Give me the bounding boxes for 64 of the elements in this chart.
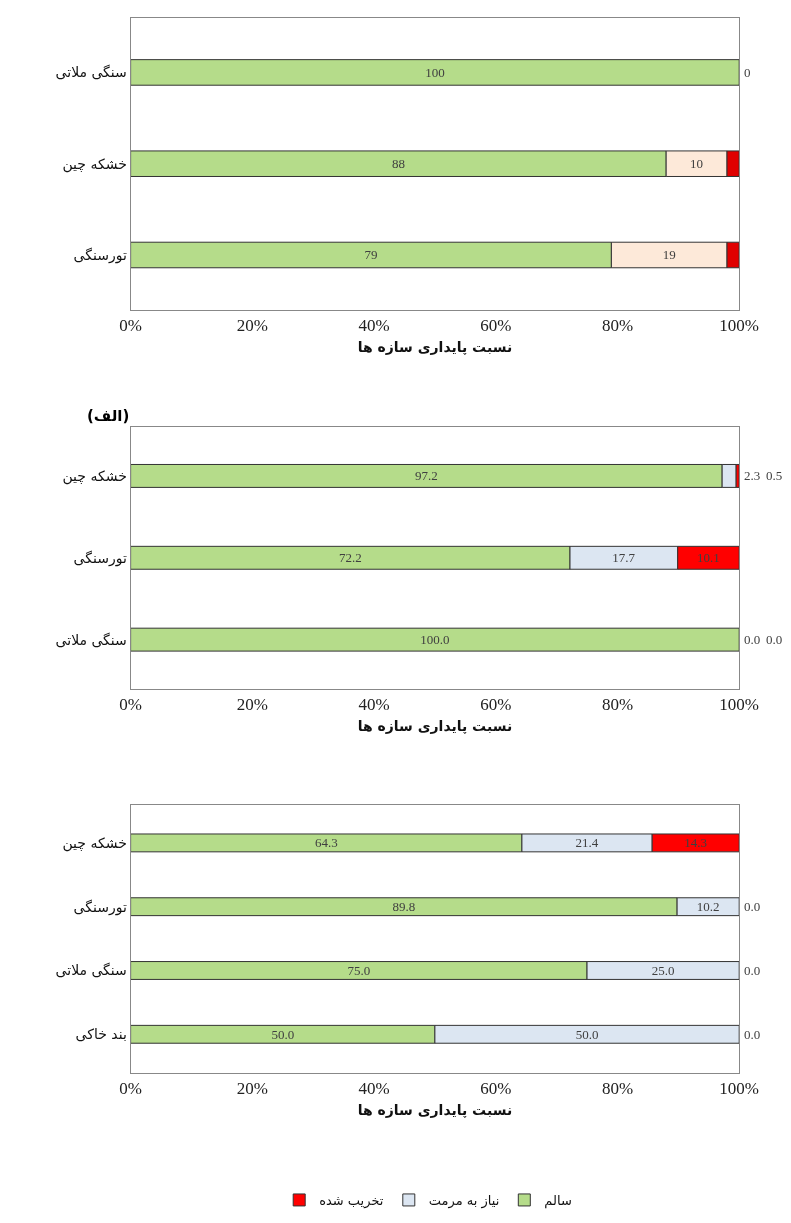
text: (الف): [87, 407, 130, 425]
data-label: 0: [744, 65, 751, 80]
data-label: 0.0: [744, 632, 761, 647]
y-tick-label: سنگی ملاتی: [55, 962, 127, 979]
legend-label: نیاز به مرمت: [428, 1193, 500, 1210]
x-tick-label: 60%: [480, 316, 512, 336]
x-tick-label: 40%: [358, 695, 390, 715]
data-label: 0.0: [744, 1027, 761, 1042]
x-tick-label: 40%: [358, 316, 390, 336]
x-tick-label: 40%: [358, 1078, 390, 1098]
x-axis-title: نسبت پایداری سازه ها: [357, 339, 513, 357]
data-label: 21.4: [575, 835, 599, 851]
data-label: 14.3: [684, 835, 708, 851]
data-label: 64.3: [314, 835, 338, 851]
x-tick-label: 0%: [119, 316, 142, 336]
data-label: 88: [391, 156, 405, 172]
y-tick-label: سنگی ملاتی: [55, 64, 127, 81]
x-tick-label: 60%: [480, 1078, 512, 1098]
x-axis-title: نسبت پایداری سازه ها: [357, 718, 513, 736]
data-label: 50.0: [271, 1026, 295, 1042]
x-tick-label: 80%: [601, 695, 634, 715]
y-tick-label: خشکه چین: [62, 467, 127, 485]
x-tick-label: 80%: [601, 316, 634, 336]
data-label: 25.0: [651, 962, 675, 978]
x-tick-label: 20%: [236, 695, 268, 715]
data-label: 19: [662, 247, 676, 263]
data-label: 10: [690, 156, 704, 172]
x-tick-label: 100%: [719, 316, 760, 336]
data-label: 79: [364, 247, 378, 263]
data-label: 100.0: [420, 632, 450, 648]
y-tick-label: خشکه چین: [62, 155, 127, 173]
data-label: 2.3: [744, 468, 761, 483]
x-tick-label: 80%: [601, 1078, 634, 1098]
data-label: 75.0: [347, 962, 371, 978]
y-tick-label: تورسنگی: [73, 549, 127, 567]
x-tick-label: 60%: [480, 695, 512, 715]
x-tick-label: 20%: [236, 1078, 268, 1098]
data-label: 89.8: [392, 899, 416, 915]
data-label: 17.7: [612, 550, 636, 566]
y-tick-label: سنگی ملاتی: [55, 631, 127, 648]
legend-label: سالم: [544, 1193, 572, 1210]
data-label: 72.2: [338, 550, 362, 566]
data-label: 0.0: [766, 632, 783, 647]
data-label: 10.1: [697, 550, 720, 566]
x-tick-label: 0%: [119, 1078, 142, 1098]
y-tick-label: تورسنگی: [73, 898, 127, 916]
data-label: 0.5: [766, 468, 783, 483]
data-label: 0.0: [744, 963, 761, 978]
y-tick-label: بند خاکی: [75, 1026, 127, 1043]
legend-label: تخریب شده: [319, 1193, 384, 1210]
data-label: 100: [425, 64, 445, 80]
x-tick-label: 20%: [236, 316, 268, 336]
bar: [130, 59, 740, 86]
x-axis-title: نسبت پایداری سازه ها: [357, 1102, 513, 1120]
y-tick-label: خشکه چین: [62, 834, 127, 852]
data-label: 50.0: [575, 1026, 599, 1042]
data-label: 0.0: [744, 899, 761, 914]
data-label: 97.2: [415, 468, 438, 484]
x-tick-label: 100%: [719, 695, 760, 715]
data-label: 10.2: [696, 899, 720, 915]
x-tick-label: 0%: [119, 695, 142, 715]
x-tick-label: 100%: [719, 1078, 760, 1098]
bar: [130, 627, 740, 652]
y-tick-label: تورسنگی: [73, 246, 127, 264]
